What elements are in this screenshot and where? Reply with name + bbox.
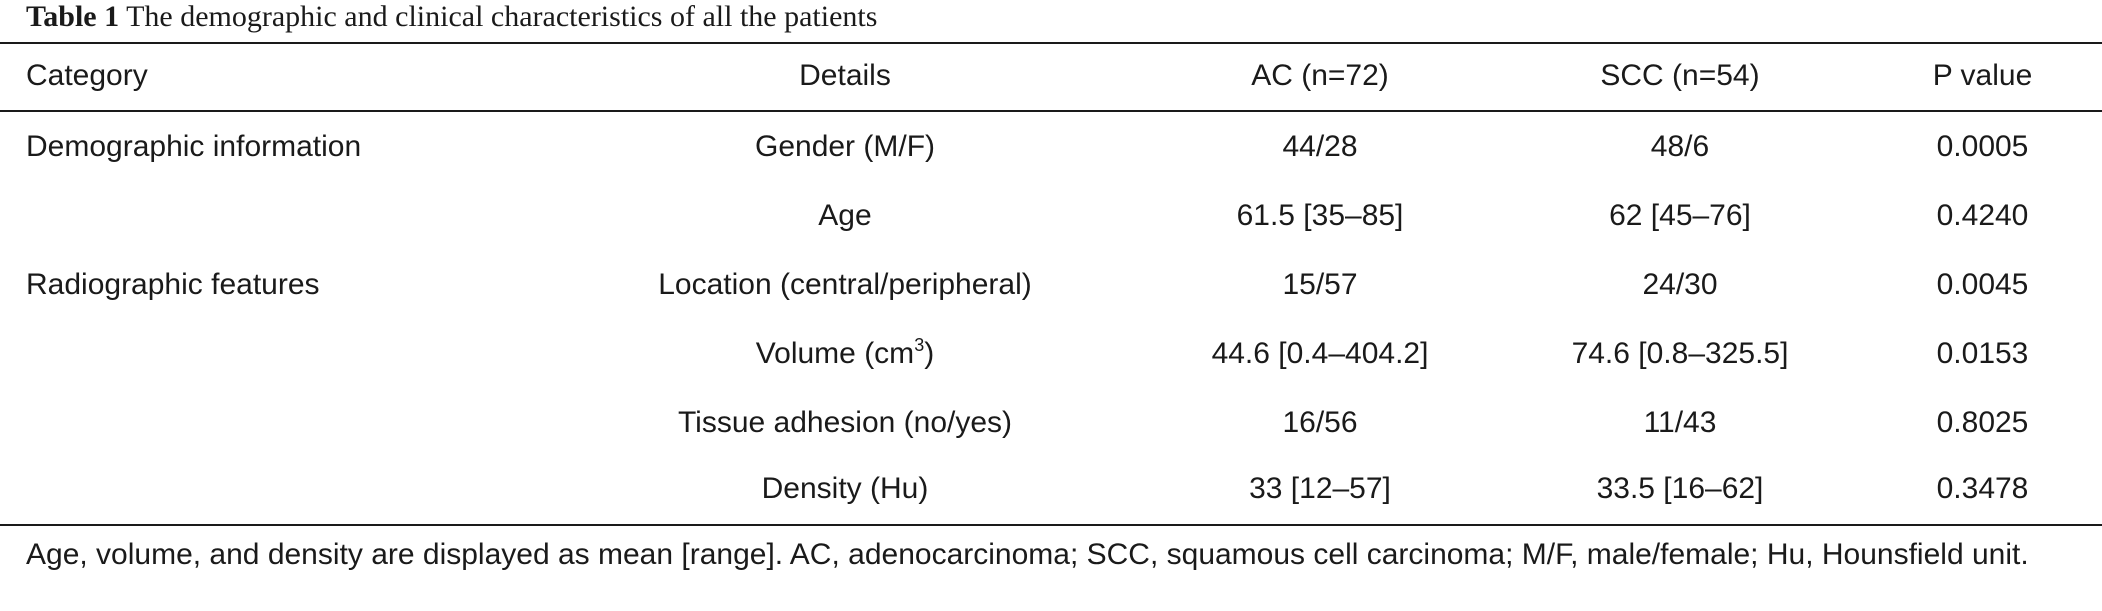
- row-details: Age: [818, 199, 872, 232]
- row-category: Demographic information: [26, 130, 362, 163]
- table-label: Table 1: [26, 0, 120, 33]
- row-scc-value: 33.5 [16–62]: [1596, 472, 1764, 505]
- row-ac-value: 33 [12–57]: [1249, 472, 1391, 505]
- volume-unit-exponent: 3: [914, 335, 925, 355]
- row-category: Radiographic features: [26, 268, 320, 301]
- table-title: The demographic and clinical characteris…: [126, 0, 878, 33]
- row-ac-value: 15/57: [1282, 268, 1358, 301]
- row-ac-value: 44.6 [0.4–404.2]: [1211, 337, 1429, 370]
- row-p-value: 0.8025: [1936, 406, 2029, 439]
- row-scc-value: 74.6 [0.8–325.5]: [1571, 337, 1789, 370]
- row-p-value: 0.4240: [1936, 199, 2029, 232]
- header-category: Category: [26, 59, 148, 92]
- row-p-value: 0.3478: [1936, 472, 2029, 505]
- row-details: Volume (cm3): [555, 319, 1135, 388]
- top-rule: [0, 42, 2102, 44]
- row-scc-value: 24/30: [1642, 268, 1718, 301]
- row-scc-value: 62 [45–76]: [1609, 199, 1751, 232]
- header-details: Details: [799, 59, 891, 92]
- row-details: Tissue adhesion (no/yes): [677, 406, 1013, 439]
- volume-label: Volume (cm: [755, 337, 915, 370]
- row-scc-value: 48/6: [1650, 130, 1710, 163]
- row-ac-value: 16/56: [1282, 406, 1358, 439]
- table-header-row: Category Details AC (n=72) SCC (n=54) P …: [0, 41, 2102, 110]
- table-row: Tissue adhesion (no/yes) 16/56 11/43 0.8…: [0, 388, 2102, 457]
- row-scc-value: 11/43: [1643, 406, 1717, 439]
- table-row: Demographic information Gender (M/F) 44/…: [0, 112, 2102, 181]
- header-ac: AC (n=72): [1251, 59, 1389, 92]
- table-footnote: Age, volume, and density are displayed a…: [26, 538, 2029, 571]
- row-p-value: 0.0045: [1936, 268, 2029, 301]
- row-details: Density (Hu): [761, 472, 929, 505]
- table-row: Age 61.5 [35–85] 62 [45–76] 0.4240: [0, 181, 2102, 250]
- table-row: Density (Hu) 33 [12–57] 33.5 [16–62] 0.3…: [0, 454, 2102, 523]
- table-row: Radiographic features Location (central/…: [0, 250, 2102, 319]
- row-p-value: 0.0005: [1936, 130, 2029, 163]
- header-rule: [0, 110, 2102, 112]
- row-ac-value: 61.5 [35–85]: [1236, 199, 1404, 232]
- volume-label-close: ): [924, 337, 935, 370]
- table-row: Volume (cm3) 44.6 [0.4–404.2] 74.6 [0.8–…: [0, 319, 2102, 388]
- row-ac-value: 44/28: [1282, 130, 1358, 163]
- header-scc: SCC (n=54): [1600, 59, 1760, 92]
- row-p-value: 0.0153: [1936, 337, 2029, 370]
- table-caption: Table 1 The demographic and clinical cha…: [26, 0, 877, 38]
- header-p-value: P value: [1932, 59, 2033, 92]
- row-details: Location (central/peripheral): [658, 268, 1032, 301]
- row-details: Gender (M/F): [754, 130, 936, 163]
- bottom-rule: [0, 524, 2102, 526]
